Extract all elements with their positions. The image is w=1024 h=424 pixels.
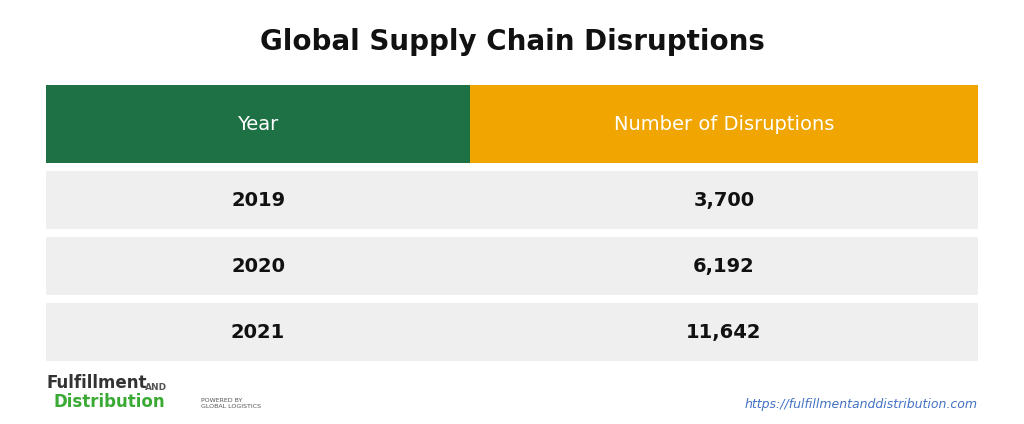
- FancyBboxPatch shape: [46, 85, 470, 163]
- Text: Fulfillment: Fulfillment: [46, 374, 146, 392]
- FancyBboxPatch shape: [46, 171, 470, 229]
- Text: AND: AND: [145, 383, 168, 392]
- Text: Year: Year: [238, 114, 279, 134]
- FancyBboxPatch shape: [470, 85, 978, 163]
- Text: https://fulfillmentanddistribution.com: https://fulfillmentanddistribution.com: [744, 398, 978, 411]
- Text: POWERED BY
GLOBAL LOGISTICS: POWERED BY GLOBAL LOGISTICS: [201, 398, 261, 409]
- Text: 3,700: 3,700: [693, 190, 755, 209]
- Text: 2021: 2021: [231, 323, 286, 342]
- Text: 2020: 2020: [231, 257, 285, 276]
- Text: 2019: 2019: [231, 190, 285, 209]
- FancyBboxPatch shape: [470, 237, 978, 295]
- FancyBboxPatch shape: [470, 171, 978, 229]
- Text: Global Supply Chain Disruptions: Global Supply Chain Disruptions: [259, 28, 765, 56]
- Text: 11,642: 11,642: [686, 323, 762, 342]
- Text: Number of Disruptions: Number of Disruptions: [613, 114, 835, 134]
- FancyBboxPatch shape: [470, 303, 978, 361]
- Text: Distribution: Distribution: [53, 393, 165, 411]
- Text: 6,192: 6,192: [693, 257, 755, 276]
- FancyBboxPatch shape: [46, 237, 470, 295]
- FancyBboxPatch shape: [46, 303, 470, 361]
